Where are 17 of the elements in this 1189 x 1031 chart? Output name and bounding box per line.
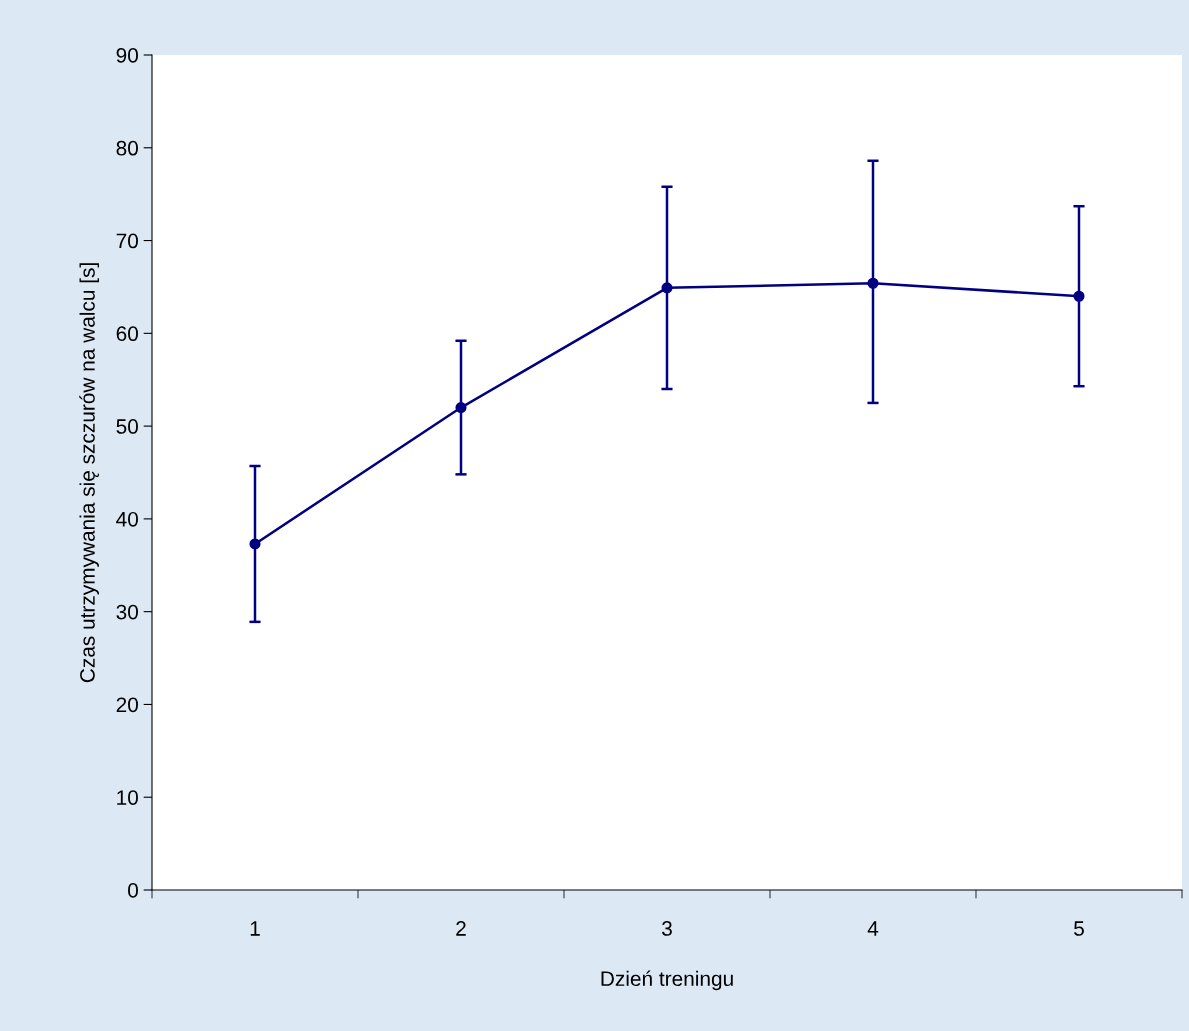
y-axis-title: Czas utrzymywania się szczurów na walcu [s] [79,263,99,683]
x-tick-label: 5 [1074,921,1084,936]
y-tick-label: 0 [128,883,138,898]
y-tick-label: 20 [116,697,138,713]
x-tick-label: 1 [250,921,260,936]
y-tick-label: 40 [116,511,138,527]
y-tick-label: 10 [117,790,138,805]
x-axis-title: Dzień treningu [601,970,733,991]
x-tick-label: 4 [867,921,879,936]
x-tick-label: 3 [662,921,672,936]
x-tick-label: 2 [456,921,466,936]
y-tick-label: 30 [116,604,138,620]
y-tick-label: 90 [116,48,138,63]
y-tick-label: 70 [116,233,138,249]
y-tick-label: 80 [116,140,138,156]
y-tick-label: 60 [116,326,138,342]
y-tick-label: 50 [116,419,138,434]
